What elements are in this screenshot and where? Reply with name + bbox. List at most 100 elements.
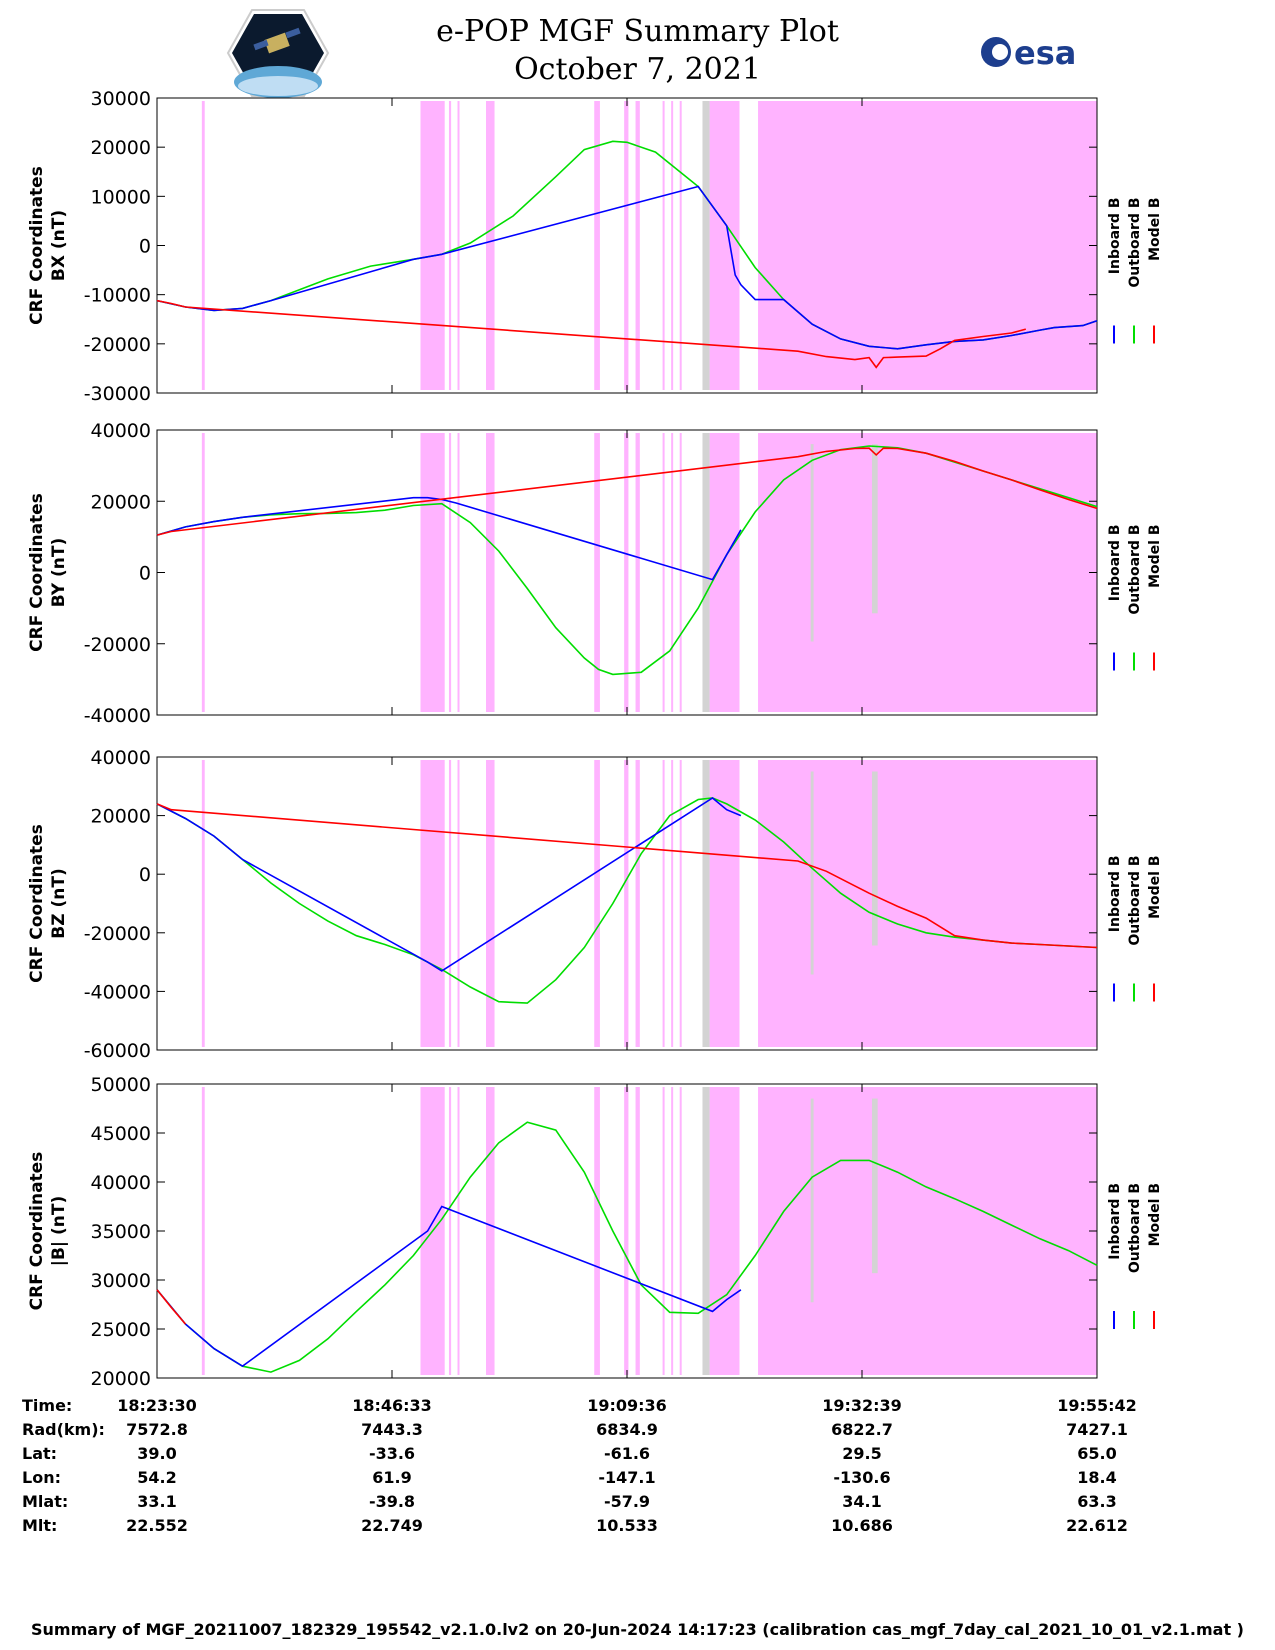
ephemeris-row-label: Lat: — [22, 1444, 58, 1463]
ephemeris-row-label: Mlat: — [22, 1492, 69, 1511]
ephemeris-cell: 10.533 — [596, 1516, 658, 1535]
flag-band — [758, 760, 1097, 1047]
ephemeris-cell: -61.6 — [603, 1444, 651, 1463]
ephemeris-cell: -57.9 — [603, 1492, 651, 1511]
legend-label: Model B — [1147, 525, 1163, 588]
y-tick-label: -20000 — [84, 634, 151, 656]
flag-band — [486, 1087, 495, 1375]
ephemeris-cell: 7443.3 — [361, 1420, 423, 1439]
y-tick-label: 20000 — [91, 137, 151, 159]
flag-band — [679, 101, 682, 390]
cassiope-logo — [226, 9, 330, 98]
flag-band — [635, 760, 640, 1047]
flag-band — [201, 1087, 205, 1375]
plot-subtitle: October 7, 2021 — [514, 52, 761, 87]
ephemeris-cell: -130.6 — [833, 1468, 891, 1487]
y-tick-label: 35000 — [91, 1221, 151, 1243]
y-axis-label: BZ (nT) — [49, 868, 69, 938]
panel-1: 30000 20000 10000 0 -10000 -20000 -30000 CRF Co… — [27, 88, 1163, 405]
flag-band-gray — [702, 101, 710, 390]
y-tick-label: 20000 — [91, 491, 151, 513]
flag-band — [594, 433, 600, 712]
series-line-model-b — [156, 447, 1098, 536]
flag-band — [594, 101, 600, 390]
y-tick-label: 40000 — [91, 1172, 151, 1194]
flag-band — [662, 101, 665, 390]
flag-band-gray — [871, 1098, 878, 1274]
ephemeris-cell: 63.3 — [1077, 1492, 1117, 1511]
ephemeris-cell: 22.552 — [126, 1516, 188, 1535]
flag-band — [679, 760, 682, 1047]
ephemeris-row-label: Lon: — [22, 1468, 61, 1487]
y-axis-label: CRF Coordinates — [27, 824, 47, 983]
flag-band — [709, 1087, 740, 1375]
panel-2: 40000 20000 0 -20000 -40000 CRF Coordinates BY… — [27, 420, 1163, 727]
flag-band — [662, 1087, 665, 1375]
y-tick-label: 0 — [139, 864, 151, 886]
y-axis-label: BY (nT) — [49, 538, 69, 608]
ephemeris-cell: 29.5 — [842, 1444, 882, 1463]
flag-band-gray — [702, 760, 710, 1047]
ephemeris-cell: 22.749 — [361, 1516, 423, 1535]
flag-band — [201, 760, 205, 1047]
y-axis-label: BX (nT) — [49, 210, 69, 281]
flag-band — [486, 433, 495, 712]
flag-band — [624, 760, 629, 1047]
y-tick-label: 20000 — [91, 806, 151, 828]
flag-band — [448, 1087, 452, 1375]
flag-band — [201, 101, 205, 390]
esa-logo: esa — [981, 34, 1076, 72]
series-line-inboard-b — [156, 797, 742, 972]
flag-band — [420, 433, 445, 712]
ephemeris-cell: -147.1 — [598, 1468, 656, 1487]
ephemeris-cell: 22.612 — [1066, 1516, 1128, 1535]
flag-band — [679, 433, 682, 712]
flag-band — [758, 433, 1097, 712]
ephemeris-cell: 10.686 — [831, 1516, 893, 1535]
ephemeris-row-label: Time: — [22, 1396, 73, 1415]
legend-label: Model B — [1147, 198, 1163, 261]
y-tick-label: -40000 — [84, 705, 151, 727]
series-line-model-b — [156, 299, 1027, 369]
ephemeris-cell: 18:46:33 — [352, 1396, 432, 1415]
series-line-inboard-b — [156, 1205, 742, 1368]
ephemeris-cell: 61.9 — [372, 1468, 412, 1487]
flag-band — [624, 1087, 629, 1375]
ephemeris-cell: -33.6 — [368, 1444, 416, 1463]
legend-label: Outboard B — [1127, 1183, 1143, 1273]
flag-band — [671, 760, 674, 1047]
flag-band — [457, 433, 460, 712]
ephemeris-cell: 6822.7 — [831, 1420, 893, 1439]
flag-band — [486, 101, 495, 390]
summary-plots: 30000 20000 10000 0 -10000 -20000 -30000 CRF Co… — [27, 88, 1163, 1390]
flag-band-gray — [702, 433, 710, 712]
y-axis-label: |B| (nT) — [49, 1196, 69, 1267]
ephemeris-cell: 6834.9 — [596, 1420, 658, 1439]
series-line-outboard-b — [156, 1121, 1098, 1373]
flag-band — [679, 1087, 682, 1375]
series-line-inboard-b — [156, 496, 742, 581]
flag-band — [671, 101, 674, 390]
panel-4: 50000 45000 40000 35000 30000 25000 20000 CRF C… — [27, 1074, 1163, 1390]
flag-band — [671, 1087, 674, 1375]
flag-band — [594, 760, 600, 1047]
panel-3: 40000 20000 0 -20000 -40000 -60000 CRF Coordin… — [27, 747, 1163, 1062]
flag-band-gray — [810, 444, 814, 642]
flag-band — [448, 433, 452, 712]
y-axis-label: CRF Coordinates — [27, 1152, 47, 1311]
legend-label: Outboard B — [1127, 198, 1143, 288]
y-tick-label: 0 — [139, 236, 151, 258]
flag-band — [709, 433, 740, 712]
y-tick-label: -30000 — [84, 383, 151, 405]
footer-caption: Summary of MGF_20211007_182329_195542_v2… — [31, 1620, 1244, 1639]
plot-title: e-POP MGF Summary Plot — [436, 14, 839, 49]
legend-label: Inboard B — [1107, 525, 1123, 602]
ephemeris-cell: 19:09:36 — [587, 1396, 667, 1415]
ephemeris-cell: -39.8 — [368, 1492, 416, 1511]
flag-band-gray — [871, 444, 878, 614]
y-tick-label: 0 — [139, 563, 151, 585]
flag-band — [594, 1087, 600, 1375]
y-tick-label: 25000 — [91, 1319, 151, 1341]
flag-band — [662, 760, 665, 1047]
y-tick-label: -40000 — [84, 981, 151, 1003]
